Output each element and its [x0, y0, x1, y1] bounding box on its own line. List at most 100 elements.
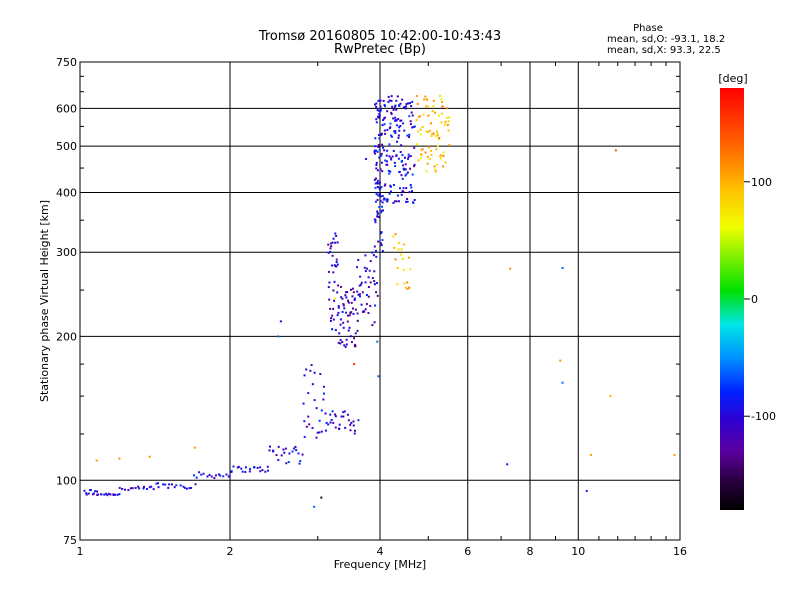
- data-point: [424, 95, 427, 98]
- data-point: [200, 473, 203, 476]
- data-point: [394, 104, 397, 107]
- data-point: [367, 312, 370, 315]
- data-point: [313, 371, 316, 374]
- data-point: [400, 193, 403, 196]
- data-point: [390, 111, 393, 114]
- data-point: [436, 134, 439, 137]
- data-point: [168, 483, 171, 486]
- data-point: [342, 321, 345, 324]
- data-point: [342, 303, 345, 306]
- data-point: [443, 124, 446, 127]
- data-point: [332, 237, 335, 240]
- scattered-point: [585, 489, 588, 492]
- data-point: [103, 493, 106, 496]
- data-point: [105, 492, 108, 495]
- data-point: [433, 165, 436, 168]
- data-point: [261, 469, 264, 472]
- data-point: [439, 157, 442, 160]
- scattered-point: [673, 453, 676, 456]
- data-point: [402, 167, 405, 170]
- data-point: [397, 157, 400, 160]
- data-point: [301, 453, 304, 456]
- data-point: [376, 185, 379, 188]
- data-point: [379, 99, 382, 102]
- data-point: [350, 341, 353, 344]
- data-point: [404, 107, 407, 110]
- data-point: [397, 241, 400, 244]
- data-point: [345, 338, 348, 341]
- scattered-point: [377, 375, 380, 378]
- data-point: [232, 465, 235, 468]
- data-point: [277, 445, 280, 448]
- colorbar-label: [deg]: [718, 72, 747, 85]
- data-point: [373, 270, 376, 273]
- data-point: [342, 326, 345, 329]
- data-point: [378, 193, 381, 196]
- data-point: [440, 112, 443, 115]
- data-point: [427, 105, 430, 108]
- data-point: [359, 295, 362, 298]
- data-point: [339, 323, 342, 326]
- data-point: [434, 135, 437, 138]
- data-point: [336, 291, 339, 294]
- data-point: [259, 466, 262, 469]
- data-point: [394, 233, 397, 236]
- data-point: [397, 134, 400, 137]
- data-point: [392, 117, 395, 120]
- scattered-point: [506, 463, 509, 466]
- data-point: [435, 163, 438, 166]
- data-point: [375, 105, 378, 108]
- data-point: [325, 421, 328, 424]
- data-point: [244, 466, 247, 469]
- data-point: [152, 488, 155, 491]
- data-point: [428, 158, 431, 161]
- data-point: [396, 267, 399, 270]
- data-point: [333, 280, 336, 283]
- data-point: [253, 466, 256, 469]
- data-point: [389, 190, 392, 193]
- data-point: [405, 286, 408, 289]
- grid-lines: [80, 62, 680, 540]
- data-point: [409, 123, 412, 126]
- data-point: [447, 129, 450, 132]
- data-point: [429, 122, 432, 125]
- data-point: [409, 167, 412, 170]
- data-point: [396, 95, 399, 98]
- data-point: [399, 102, 402, 105]
- data-point: [94, 490, 97, 493]
- data-point: [381, 209, 384, 212]
- data-point: [380, 195, 383, 198]
- data-point: [425, 98, 428, 101]
- data-point: [395, 124, 398, 127]
- data-point: [97, 493, 100, 496]
- data-point: [390, 158, 393, 161]
- data-point: [381, 205, 384, 208]
- data-points: [83, 94, 676, 508]
- data-point: [446, 123, 449, 126]
- data-point: [384, 198, 387, 201]
- data-point: [356, 266, 359, 269]
- data-point: [430, 149, 433, 152]
- data-point: [373, 283, 376, 286]
- data-point: [439, 94, 442, 97]
- data-point: [285, 462, 288, 465]
- data-point: [402, 191, 405, 194]
- data-point: [447, 120, 450, 123]
- data-point: [384, 159, 387, 162]
- data-point: [367, 295, 370, 298]
- data-point: [332, 318, 335, 321]
- data-point: [369, 304, 372, 307]
- data-point: [364, 281, 367, 284]
- data-point: [411, 114, 414, 117]
- scattered-point: [353, 363, 356, 366]
- data-point: [225, 473, 228, 476]
- data-point: [327, 251, 330, 254]
- data-point: [358, 284, 361, 287]
- data-point: [336, 263, 339, 266]
- y-axis-label: Stationary phase Virtual Height [km]: [38, 200, 51, 402]
- data-point: [403, 282, 406, 285]
- data-point: [430, 134, 433, 137]
- data-point: [280, 454, 283, 457]
- data-point: [379, 188, 382, 191]
